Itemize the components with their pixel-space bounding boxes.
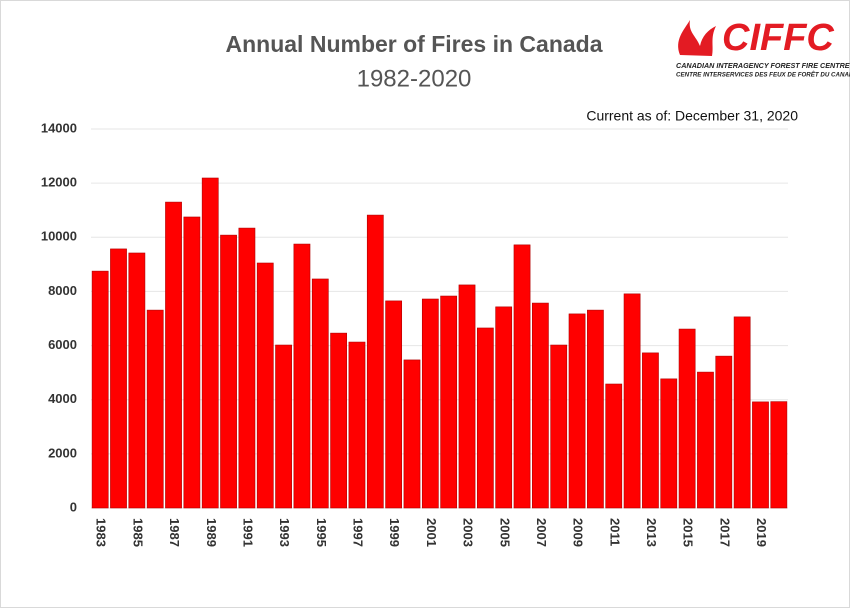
y-tick-label: 12000 [41,175,77,190]
bar [476,327,494,509]
logo: CIFFC CANADIAN INTERAGENCY FOREST FIRE C… [676,17,850,79]
bar [91,270,109,509]
bar [623,293,641,509]
y-tick-label: 0 [70,499,77,514]
x-tick-label: 2019 [754,518,769,547]
bar [146,309,164,509]
annotation: Current as of: December 31, 2020 [586,108,798,124]
y-tick-label: 10000 [41,229,77,244]
bar [660,378,678,509]
y-tick-label: 4000 [48,391,77,406]
x-tick-label: 1997 [351,518,366,547]
x-tick-label: 2001 [424,518,439,547]
logo-flame [678,20,716,56]
bar [550,344,568,509]
bar [275,344,292,509]
bar [183,216,201,509]
x-tick-label: 1987 [167,518,182,547]
y-tick-label: 2000 [48,445,77,460]
x-tick-label: 1995 [314,518,329,547]
bar [642,352,659,509]
bar [770,401,788,509]
y-tick-label: 8000 [48,283,77,298]
logo-name: CIFFC [722,17,834,59]
bar [220,234,237,509]
x-tick-label: 2003 [461,518,476,547]
bar [403,359,421,509]
bar [366,214,384,509]
bar [458,284,476,509]
x-tick-label: 1985 [130,518,145,547]
x-tick-label: 2005 [497,518,512,547]
x-tick-label: 1989 [204,518,219,547]
bar [256,262,274,509]
bar [532,302,549,509]
chart-subtitle: 1982-2020 [357,65,472,92]
y-tick-label: 6000 [48,337,77,352]
x-tick-label: 1991 [240,518,255,547]
chart-title: Annual Number of Fires in Canada [226,31,603,57]
bar [293,243,311,509]
x-tick-label: 1999 [387,518,402,547]
x-tick-label: 2011 [607,518,622,546]
bar [587,309,604,509]
x-tick-label: 2013 [644,518,659,547]
bar [421,298,439,509]
bar [568,313,586,509]
x-tick-label: 2017 [717,518,732,547]
x-tick-label: 1983 [94,518,109,547]
bar [110,248,127,509]
bar [128,252,146,509]
bar [238,227,256,509]
logo-line: CENTRE INTERSERVICES DES FEUX DE FORÊT D… [676,71,850,79]
bar [605,383,623,509]
bar [513,244,531,509]
bar [752,401,769,509]
bar [330,332,347,509]
y-tick-label: 14000 [41,120,77,135]
bar [165,201,182,509]
x-tick-label: 2007 [534,518,549,547]
bar [385,300,403,509]
logo-line: CANADIAN INTERAGENCY FOREST FIRE CENTRE … [676,61,850,70]
bar [311,278,329,509]
bar [733,316,751,509]
bar [678,328,696,509]
x-tick-label: 1993 [277,518,292,547]
bar [348,341,366,509]
bar [440,295,458,509]
bar [201,177,219,509]
x-tick-label: 2015 [681,518,696,547]
x-tick-label: 2009 [571,518,586,547]
bar [697,371,714,509]
bar [495,306,513,509]
bar [715,355,733,509]
